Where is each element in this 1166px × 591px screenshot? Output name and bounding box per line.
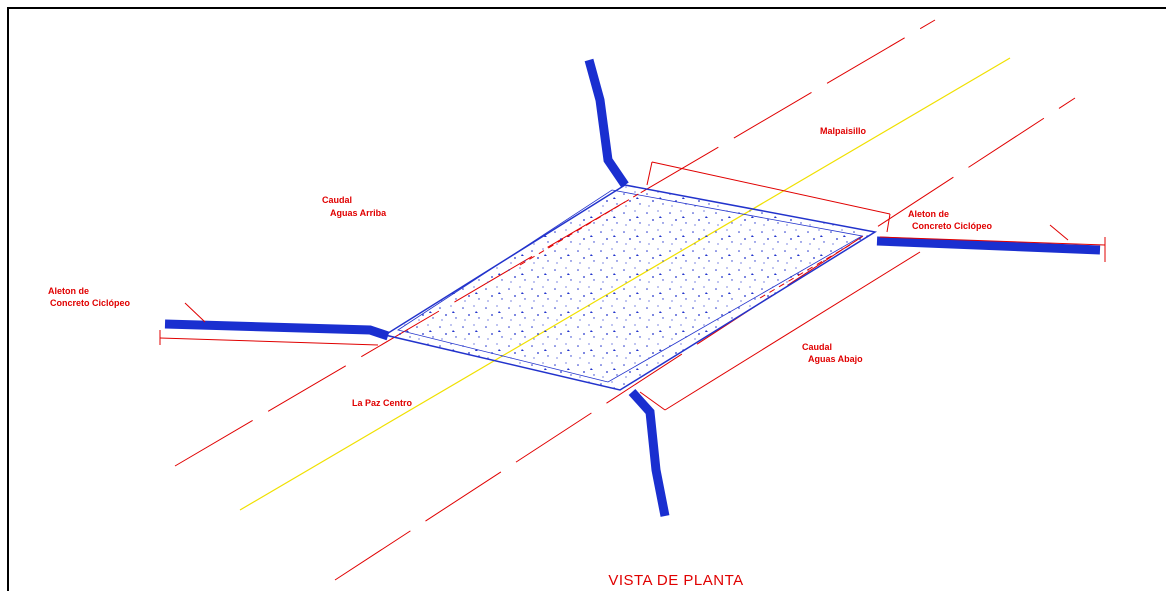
flow-label: Caudal — [322, 195, 352, 205]
walls — [164, 58, 1101, 517]
drawing-title: VISTA DE PLANTA — [608, 572, 743, 589]
slab-inner — [397, 189, 864, 383]
flow-label: Aguas Abajo — [808, 354, 863, 364]
slab — [383, 184, 878, 391]
wing-label: Aleton de — [908, 209, 949, 219]
frame — [7, 7, 1166, 591]
wing-label: Concreto Ciclópeo — [912, 221, 993, 231]
flow-label: Aguas Arriba — [330, 208, 387, 218]
dimensions — [159, 161, 1106, 411]
flow-label: Caudal — [802, 342, 832, 352]
wing-label: Aleton de — [48, 286, 89, 296]
place-label: Malpaisillo — [820, 126, 867, 136]
place-label: La Paz Centro — [352, 398, 413, 408]
wing-label: Concreto Ciclópeo — [50, 298, 131, 308]
